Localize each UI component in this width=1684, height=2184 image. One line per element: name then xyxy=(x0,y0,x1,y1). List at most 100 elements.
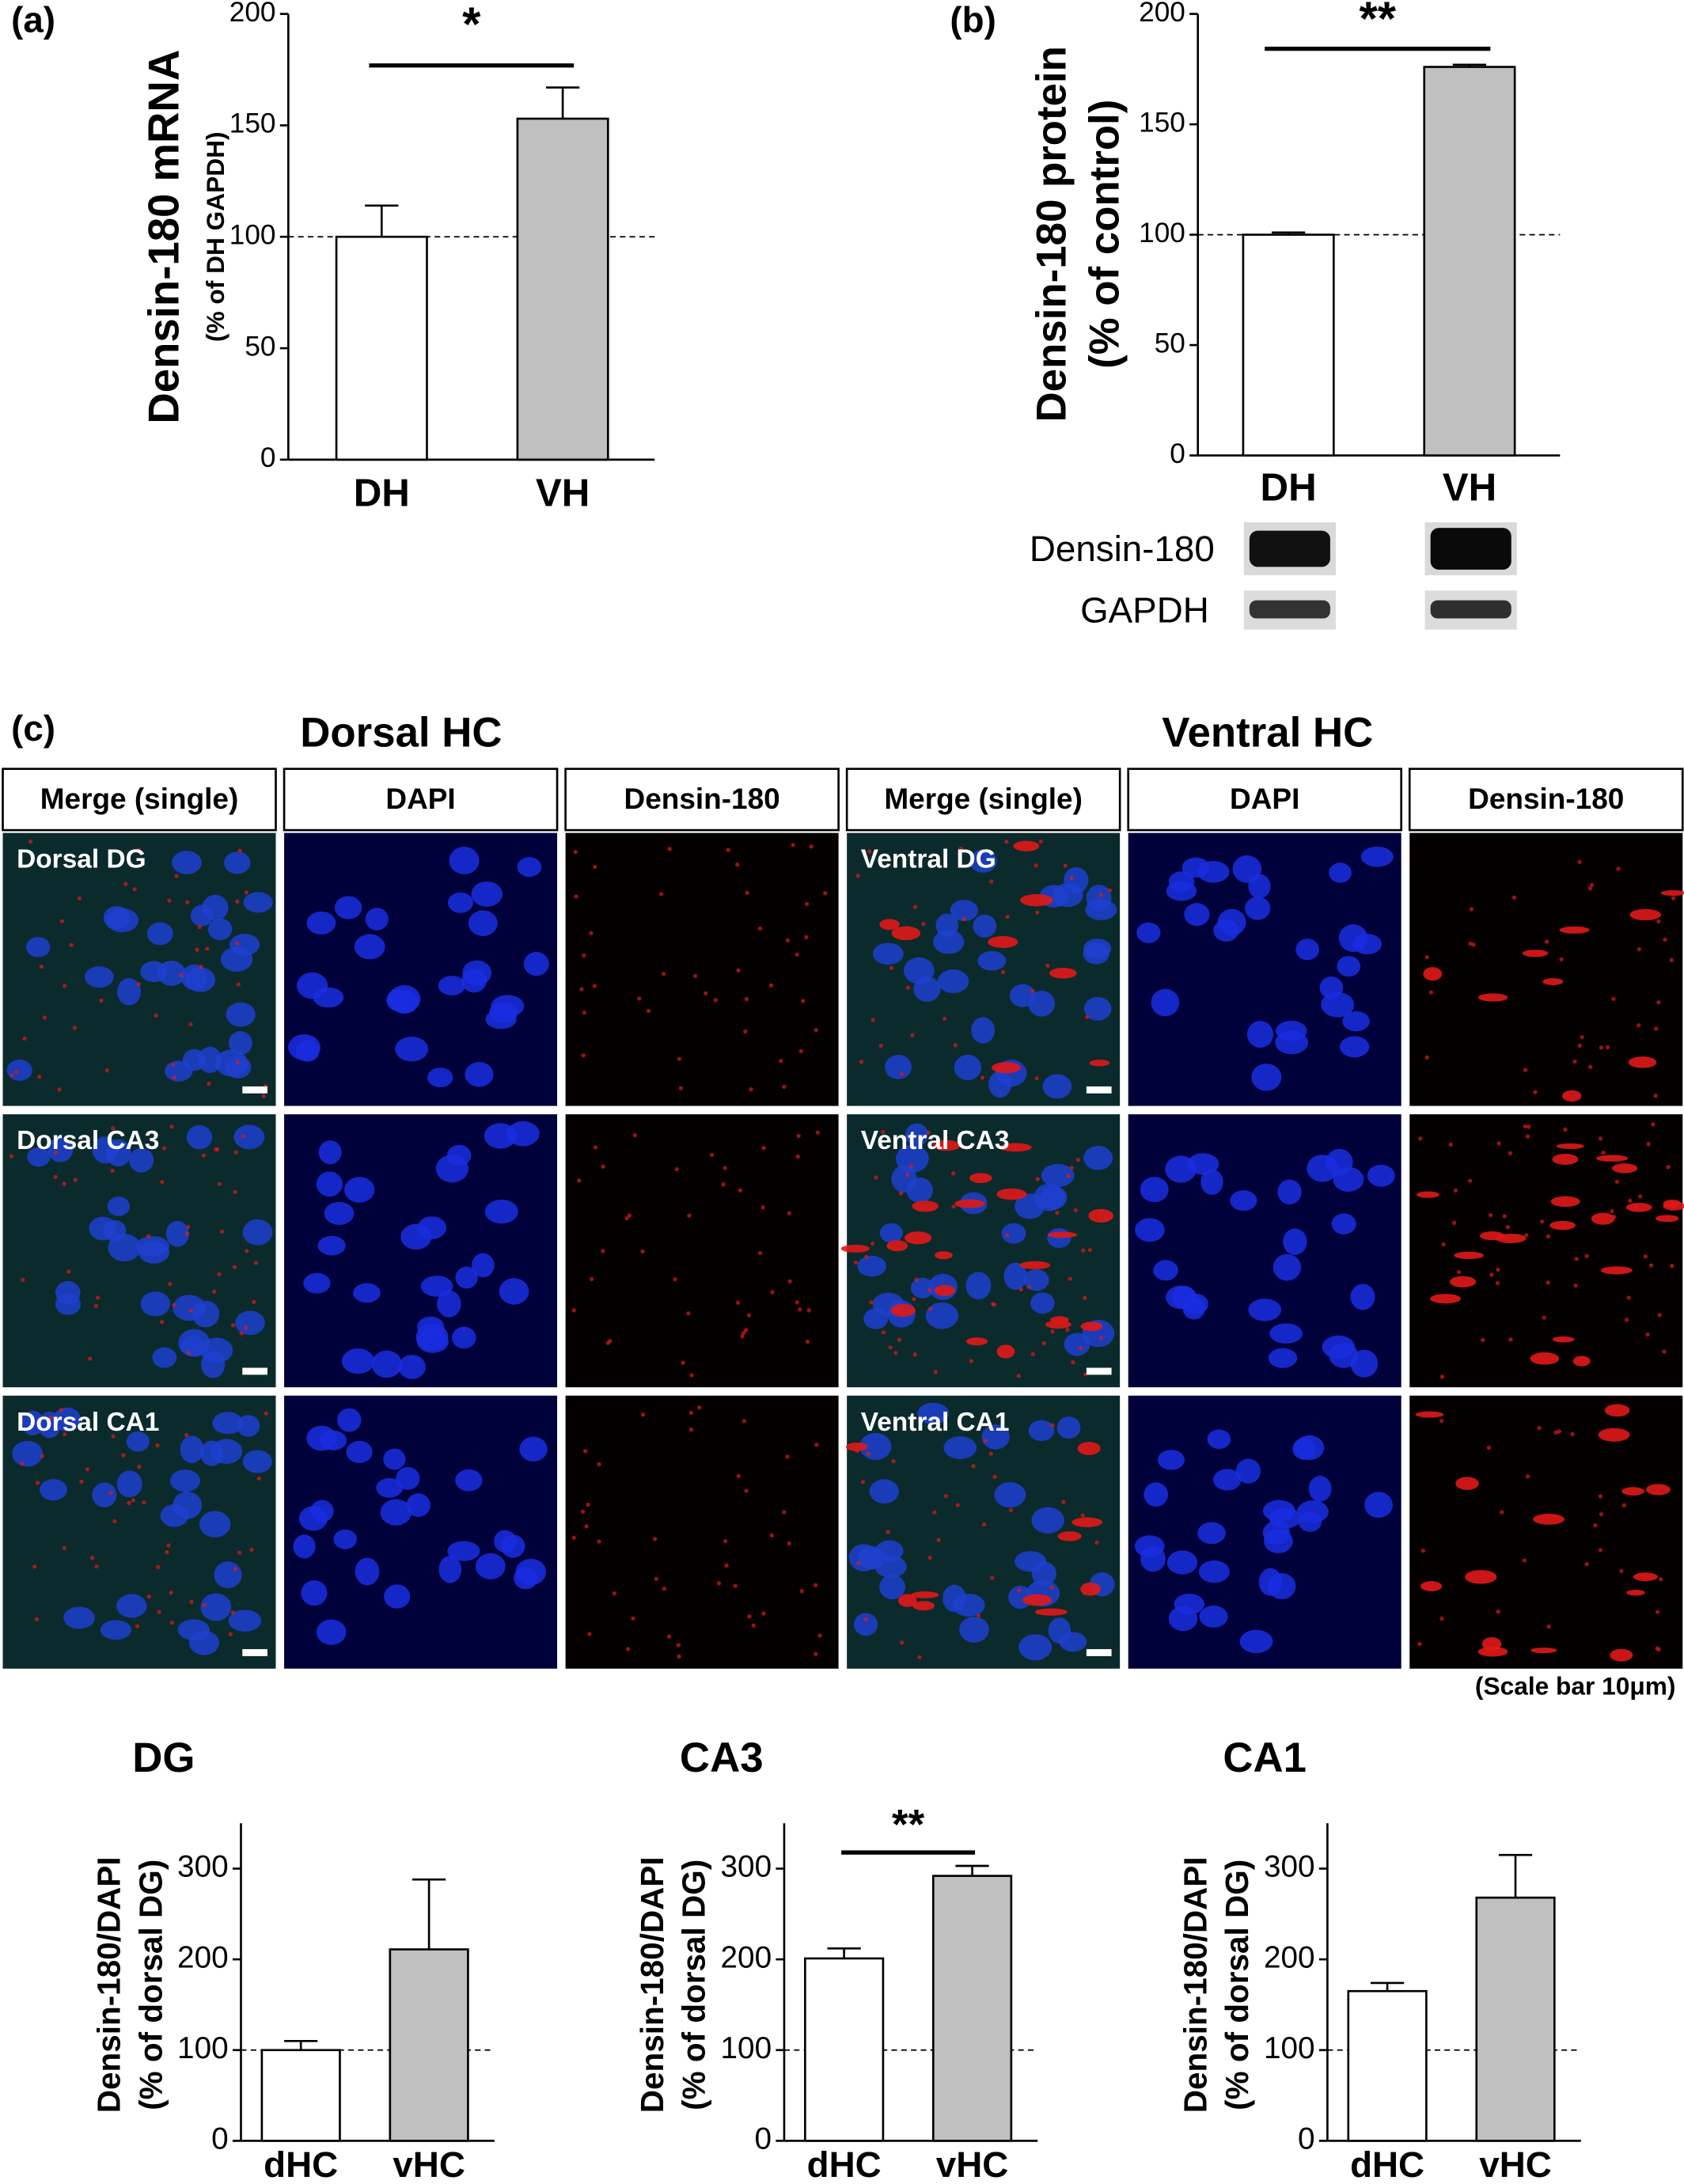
densin-signal xyxy=(912,1297,916,1302)
densin-signal xyxy=(571,1535,576,1540)
densin-signal xyxy=(1511,895,1517,900)
densin-signal xyxy=(85,1467,90,1472)
densin-signal xyxy=(735,1300,741,1305)
densin-signal xyxy=(1004,840,1009,844)
densin-signal xyxy=(796,1133,801,1138)
bar xyxy=(1347,1989,1428,2142)
densin-signal xyxy=(237,848,242,853)
densin-signal xyxy=(146,1234,151,1238)
densin-signal xyxy=(724,1563,729,1568)
densin-signal xyxy=(911,1591,939,1598)
densin-signal xyxy=(855,1449,860,1454)
column-header-box xyxy=(283,768,559,832)
densin-signal xyxy=(142,1500,146,1505)
densin-signal xyxy=(582,1010,586,1015)
nucleus xyxy=(337,1408,362,1432)
nucleus xyxy=(212,1412,244,1435)
densin-signal xyxy=(1420,1581,1443,1591)
x-tick-label: vHC xyxy=(1479,2144,1552,2184)
densin-signal xyxy=(1552,1154,1579,1165)
scale-note: (Scale bar 10μm) xyxy=(1475,1672,1676,1701)
micrograph: Dorsal DG xyxy=(2,832,276,1106)
y-tick-label: 200 xyxy=(1264,1940,1315,1974)
nucleus xyxy=(316,1619,347,1645)
densin-signal xyxy=(951,1204,956,1209)
nucleus xyxy=(198,1046,222,1074)
densin-signal xyxy=(881,1129,886,1135)
densin-signal xyxy=(1573,1283,1578,1288)
nucleus xyxy=(994,1482,1026,1508)
x-tick-label: vHC xyxy=(393,2144,465,2184)
densin-signal xyxy=(1595,1155,1629,1162)
nucleus xyxy=(895,1144,929,1173)
densin-signal xyxy=(782,1084,787,1090)
x-tick-label: dHC xyxy=(1350,2144,1424,2184)
densin-signal xyxy=(1523,1067,1528,1072)
chart-title: DG xyxy=(132,1735,195,1781)
significance-label: ** xyxy=(892,1801,925,1848)
nucleus xyxy=(224,851,251,874)
densin-signal xyxy=(586,1502,590,1507)
densin-signal xyxy=(1094,1540,1099,1545)
nucleus xyxy=(190,904,214,927)
nucleus xyxy=(21,1410,45,1435)
densin-signal xyxy=(1020,893,1053,907)
densin-signal xyxy=(791,843,795,847)
nucleus xyxy=(1292,1438,1316,1460)
densin-signal xyxy=(723,1539,728,1544)
densin-signal xyxy=(751,1623,756,1628)
densin-signal xyxy=(131,1498,135,1503)
densin-signal xyxy=(219,1229,225,1234)
micrograph: Ventral CA3 xyxy=(840,1114,1121,1388)
blot-band xyxy=(1249,600,1330,619)
densin-signal xyxy=(202,1602,207,1608)
nucleus xyxy=(1360,846,1394,867)
nucleus xyxy=(384,1584,411,1609)
densin-signal xyxy=(66,1269,71,1274)
micrograph xyxy=(284,832,558,1106)
nucleus xyxy=(1331,1213,1356,1234)
nucleus xyxy=(1184,903,1210,927)
densin-signal xyxy=(736,968,741,973)
densin-signal xyxy=(667,847,672,851)
column-header-box xyxy=(1127,768,1403,832)
nucleus xyxy=(84,966,114,988)
nucleus xyxy=(92,1482,117,1507)
densin-signal xyxy=(785,938,791,943)
nucleus xyxy=(1350,1349,1379,1378)
nucleus xyxy=(146,922,173,946)
densin-signal xyxy=(94,1564,99,1569)
densin-signal xyxy=(22,1036,27,1041)
densin-signal xyxy=(886,1530,890,1534)
nucleus xyxy=(1009,984,1036,1007)
panel-label: (c) xyxy=(11,708,55,749)
nucleus xyxy=(210,1439,243,1464)
nucleus xyxy=(333,1529,358,1549)
densin-signal xyxy=(573,849,578,855)
nucleus xyxy=(178,1329,210,1357)
densin-signal xyxy=(891,1459,896,1464)
densin-signal xyxy=(169,1621,174,1625)
nucleus xyxy=(971,1017,995,1044)
nucleus xyxy=(1018,1634,1052,1661)
column-header: DAPI xyxy=(1230,783,1299,815)
densin-signal xyxy=(1637,946,1641,952)
densin-signal xyxy=(1656,919,1661,924)
column-header: Densin-180 xyxy=(624,783,780,815)
y-tick-label: 300 xyxy=(721,1850,772,1884)
densin-signal xyxy=(905,1231,932,1245)
densin-signal xyxy=(866,1451,870,1456)
nucleus xyxy=(471,881,503,907)
densin-signal xyxy=(1601,1151,1606,1155)
densin-signal xyxy=(233,1150,238,1155)
densin-signal xyxy=(121,1453,126,1458)
nucleus xyxy=(1342,1010,1370,1032)
densin-signal xyxy=(897,1337,902,1342)
densin-signal xyxy=(236,982,241,987)
densin-signal xyxy=(1616,866,1621,871)
densin-signal xyxy=(201,1153,206,1158)
nucleus xyxy=(165,1060,193,1082)
nucleus xyxy=(344,1177,375,1203)
densin-signal xyxy=(1448,1142,1453,1147)
nucleus xyxy=(1307,1155,1339,1182)
